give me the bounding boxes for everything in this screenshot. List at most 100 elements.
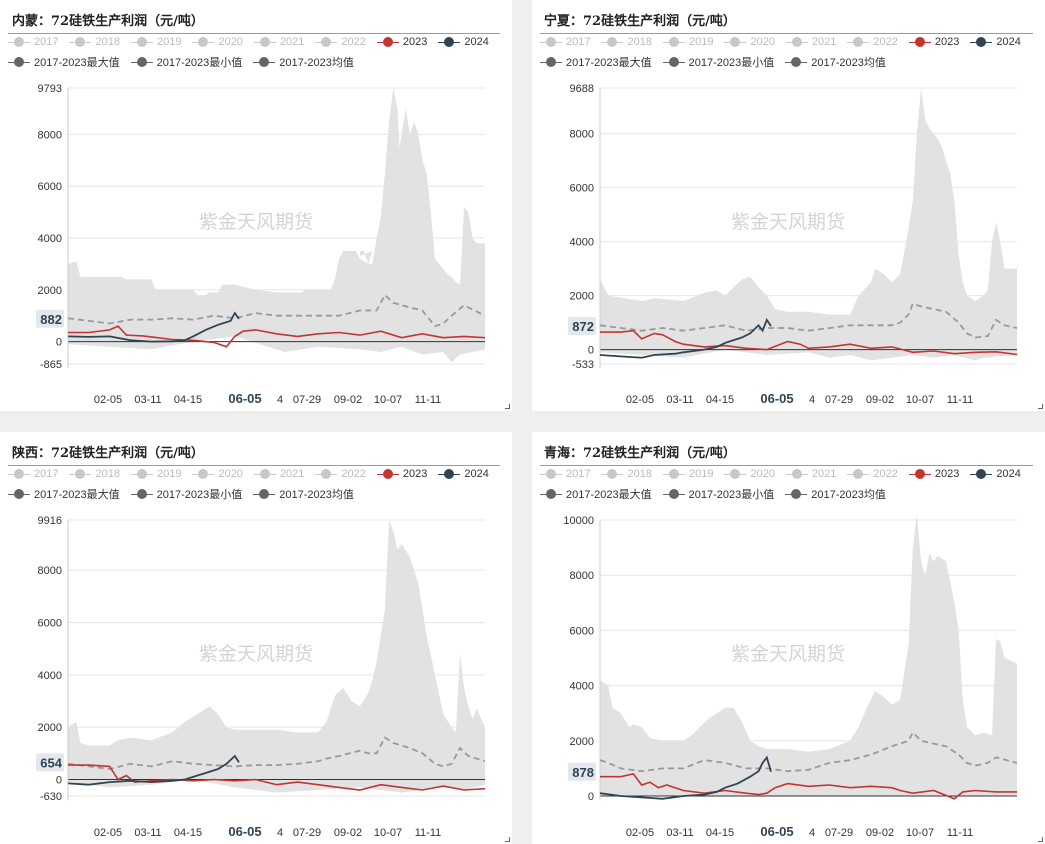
legend-item-2017[interactable]: 2017: [8, 36, 58, 48]
legend-item-2018[interactable]: 2018: [69, 36, 120, 48]
legend-symbol-icon: [130, 469, 153, 479]
x-tick-label: 4: [809, 827, 815, 839]
legend-item-2017-2023最小值[interactable]: 2017-2023最小值: [662, 486, 774, 502]
legend-item-2017[interactable]: 2017: [540, 468, 590, 480]
legend-label: 2023: [402, 468, 428, 480]
legend-dot: [546, 37, 556, 47]
legend-symbol-icon: [130, 57, 153, 67]
series-2024-line: [599, 755, 772, 800]
x-current-date-label: 06-05: [760, 391, 793, 406]
legend-item-2022[interactable]: 2022: [315, 36, 366, 48]
max-min-range-band: [600, 88, 1017, 361]
legend-item-2023[interactable]: 2023: [376, 468, 428, 480]
legend-item-2022[interactable]: 2022: [315, 468, 366, 480]
legend-item-2020[interactable]: 2020: [724, 36, 775, 48]
resize-handle-icon[interactable]: [1038, 837, 1043, 842]
legend-item-2017-2023均值[interactable]: 2017-2023均值: [253, 486, 354, 502]
legend-item-2019[interactable]: 2019: [130, 468, 181, 480]
legend-symbol-icon: [253, 57, 276, 67]
legend-item-2021[interactable]: 2021: [253, 36, 304, 48]
x-tick-label: 04-15: [706, 827, 734, 839]
legend-item-2020[interactable]: 2020: [192, 36, 243, 48]
legend-item-2017-2023均值[interactable]: 2017-2023均值: [253, 54, 354, 70]
resize-handle-icon[interactable]: [505, 404, 510, 409]
legend-item-2017-2023最小值[interactable]: 2017-2023最小值: [130, 54, 242, 70]
title-divider: [540, 33, 1033, 34]
legend-item-2018[interactable]: 2018: [601, 468, 652, 480]
legend-item-2018[interactable]: 2018: [601, 36, 652, 48]
x-tick-label: 07-29: [825, 827, 853, 839]
legend-dot: [75, 469, 86, 479]
legend-item-2023[interactable]: 2023: [376, 36, 427, 48]
legend-dot: [730, 469, 741, 479]
y-tick-label: 4000: [38, 670, 62, 682]
legend-item-2021[interactable]: 2021: [253, 468, 305, 480]
legend-dot: [198, 37, 209, 47]
legend-item-2018[interactable]: 2018: [69, 468, 120, 480]
legend-dot: [444, 469, 455, 479]
legend-item-2017-2023最小值[interactable]: 2017-2023最小值: [130, 486, 242, 502]
legend-item-2019[interactable]: 2019: [662, 468, 713, 480]
legend-row-years: 2017 2018 2019 2020 2021 2022 2023 2024: [8, 34, 500, 50]
resize-handle-icon[interactable]: [505, 837, 510, 842]
mean-series-line: [599, 730, 1018, 773]
legend-symbol-icon: [662, 57, 685, 67]
legend-label: 2021: [279, 468, 305, 480]
legend-symbol-icon: [847, 37, 870, 47]
chart-panel-shaanxi: 陕西：72硅铁生产利润（元/吨） 2017 2018 2019 2020 2021 2022…: [0, 432, 512, 844]
legend-item-2017-2023最小值[interactable]: 2017-2023最小值: [662, 54, 774, 70]
legend-item-2017-2023最大值[interactable]: 2017-2023最大值: [540, 54, 652, 70]
legend-label: 2022: [341, 468, 366, 480]
legend-item-2024[interactable]: 2024: [438, 468, 489, 480]
legend-item-2021[interactable]: 2021: [785, 468, 836, 480]
legend-symbol-icon: [847, 469, 870, 479]
y-tick-label: 8000: [38, 129, 62, 141]
legend-item-2017-2023均值[interactable]: 2017-2023均值: [785, 486, 886, 502]
legend-item-2019[interactable]: 2019: [662, 36, 713, 48]
x-current-date-label: 06-05: [228, 391, 261, 406]
legend-item-2017-2023最大值[interactable]: 2017-2023最大值: [540, 486, 652, 502]
legend-item-2017[interactable]: 2017: [8, 468, 58, 480]
legend-item-2024[interactable]: 2024: [970, 468, 1021, 480]
x-tick-label: 07-29: [293, 394, 321, 406]
legend-item-2021[interactable]: 2021: [785, 36, 836, 48]
legend-item-2023[interactable]: 2023: [908, 468, 960, 480]
legend-symbol-icon: [540, 37, 562, 47]
legend-dot: [853, 37, 864, 47]
legend-item-2017[interactable]: 2017: [540, 36, 590, 48]
y-tick-label: 2000: [38, 722, 62, 734]
legend-label: 2020: [218, 36, 243, 48]
legend-item-2017-2023最大值[interactable]: 2017-2023最大值: [8, 486, 120, 502]
legend-label: 2017-2023均值: [811, 57, 886, 69]
legend-symbol-icon: [253, 489, 276, 499]
legend-symbol-icon: [601, 37, 624, 47]
legend-dot: [791, 57, 802, 67]
legend-item-2024[interactable]: 2024: [970, 36, 1021, 48]
legend-dot: [382, 469, 393, 479]
legend-label: 2017-2023最大值: [566, 489, 652, 501]
y-tick-label: 4000: [38, 233, 62, 245]
legend-dot: [976, 469, 987, 479]
series-2024-line: [67, 311, 240, 343]
legend-item-2017-2023最大值[interactable]: 2017-2023最大值: [8, 54, 120, 70]
legend-label: 2023: [934, 468, 960, 480]
legend-item-2022[interactable]: 2022: [847, 36, 898, 48]
y-tick-label: 6000: [38, 181, 62, 193]
legend-item-2017-2023均值[interactable]: 2017-2023均值: [785, 54, 886, 70]
legend-item-2019[interactable]: 2019: [130, 36, 181, 48]
chart-panel-qinghai: 青海：72硅铁生产利润（元/吨） 2017 2018 2019 2020 2021 2022…: [532, 432, 1045, 844]
legend-dot: [259, 469, 270, 479]
resize-handle-icon[interactable]: [1038, 404, 1043, 409]
y-tick-label: 8000: [570, 129, 594, 141]
legend-item-2022[interactable]: 2022: [847, 468, 898, 480]
max-min-range-band: [68, 520, 485, 793]
legend-dot: [382, 37, 393, 47]
legend-item-2020[interactable]: 2020: [192, 468, 243, 480]
y-tick-label: 2000: [38, 285, 62, 297]
legend-item-2020[interactable]: 2020: [724, 468, 775, 480]
legend-symbol-icon: [8, 469, 30, 479]
legend-symbol-icon: [130, 489, 153, 499]
legend-item-2024[interactable]: 2024: [438, 36, 489, 48]
legend-item-2023[interactable]: 2023: [908, 36, 959, 48]
y-tick-label: 0: [588, 791, 594, 803]
